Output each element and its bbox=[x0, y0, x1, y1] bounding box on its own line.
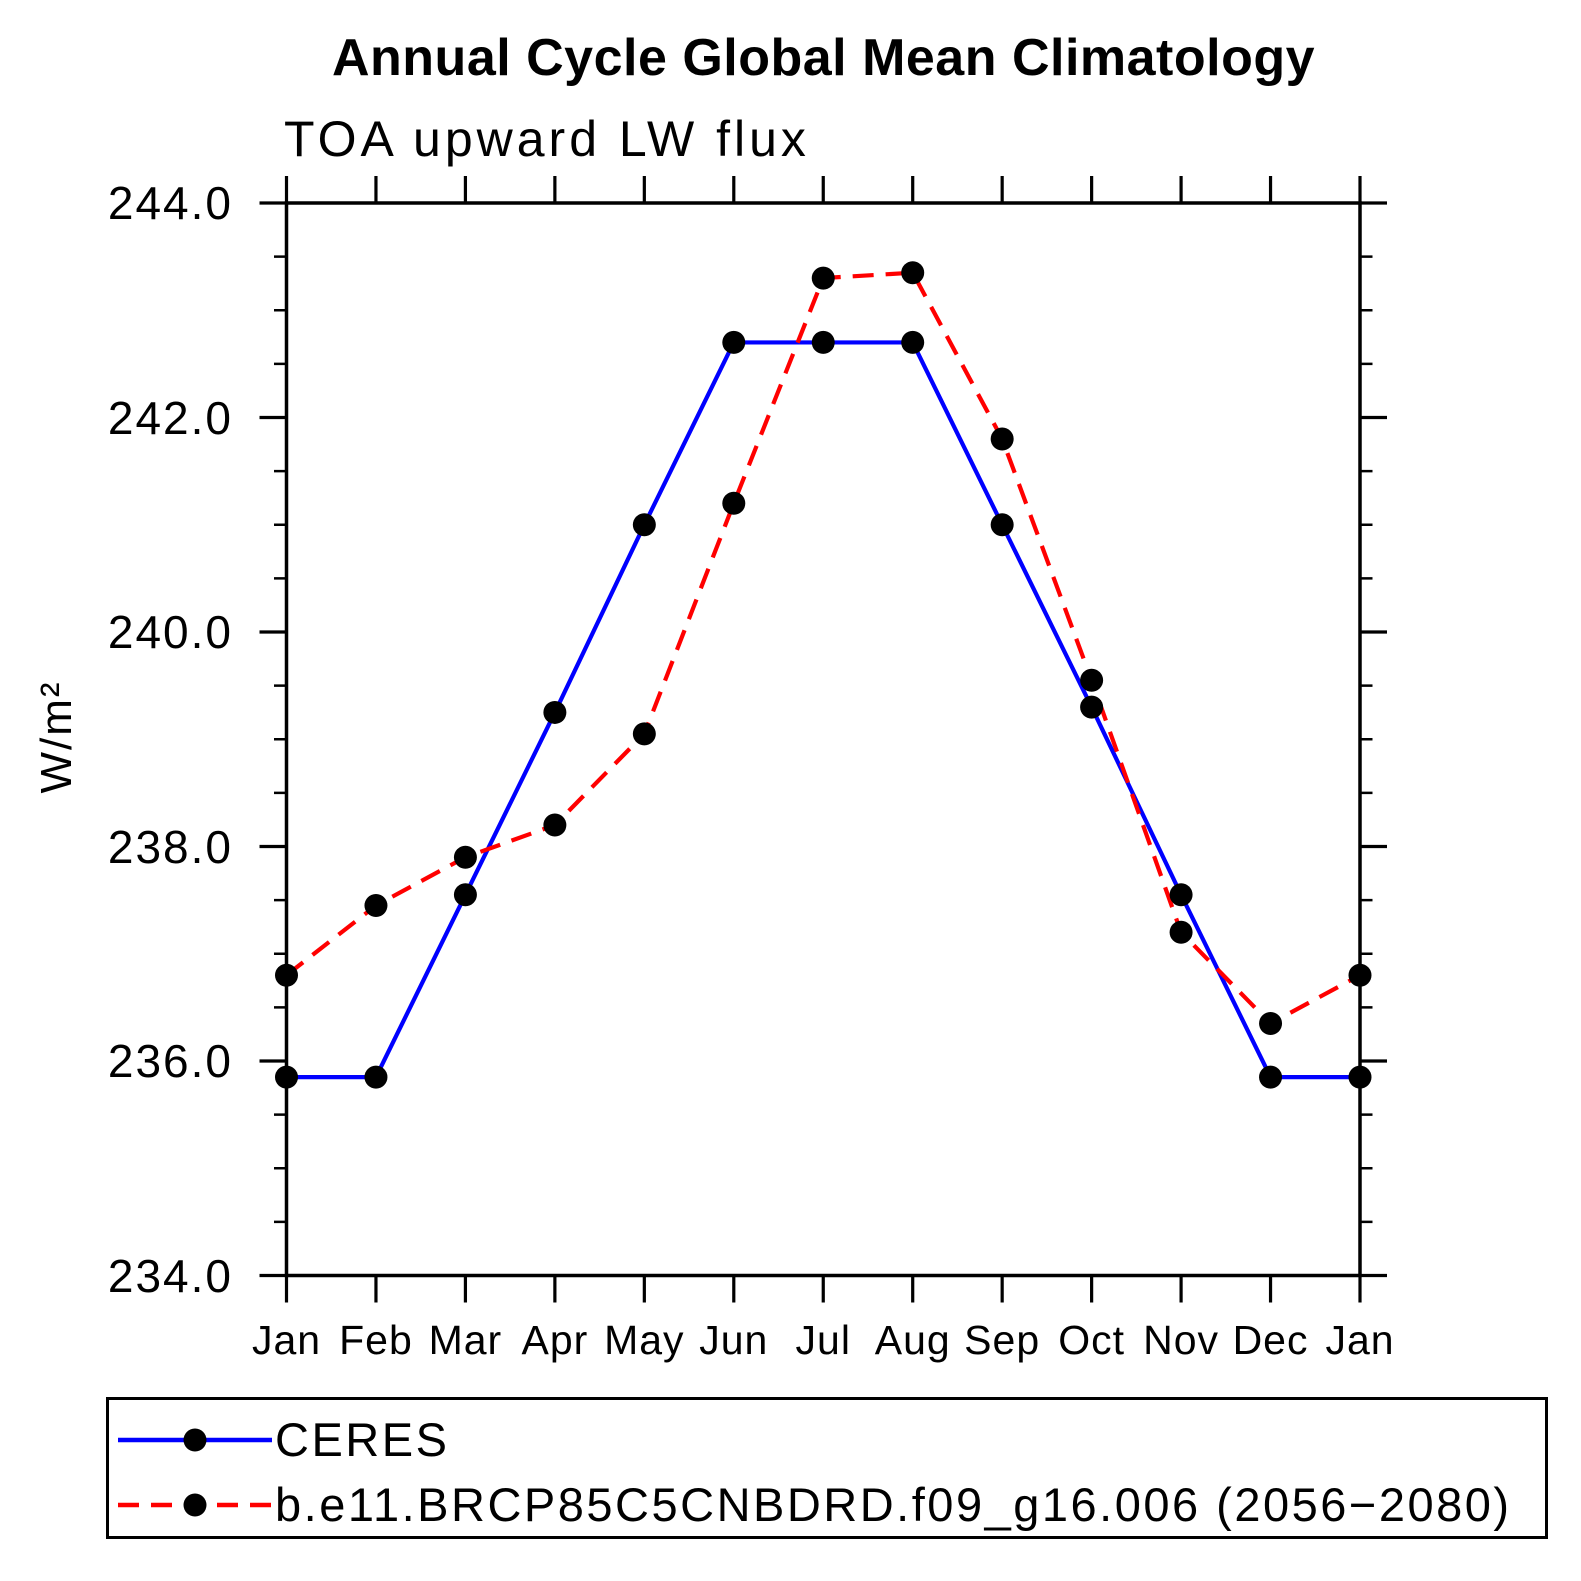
data-point-marker bbox=[901, 261, 925, 285]
plot-frame bbox=[284, 201, 1362, 1278]
y-tick-label: 238.0 bbox=[107, 820, 233, 873]
ceres-line-swatch bbox=[118, 1428, 272, 1452]
legend-label-ceres: CERES bbox=[275, 1413, 450, 1466]
data-point-marker bbox=[722, 330, 746, 354]
legend-item-ceres: CERES bbox=[115, 1413, 450, 1466]
data-point-marker bbox=[811, 266, 835, 290]
y-tick-label: 244.0 bbox=[107, 177, 233, 229]
model-swatch-marker bbox=[183, 1493, 207, 1517]
x-tick-label: Oct bbox=[1058, 1317, 1126, 1363]
data-point-marker bbox=[1169, 920, 1193, 944]
x-tick-label: Dec bbox=[1232, 1317, 1309, 1363]
x-tick-label: Jul bbox=[795, 1317, 851, 1363]
data-point-marker bbox=[632, 513, 656, 537]
y-tick-label: 240.0 bbox=[107, 606, 233, 658]
data-point-marker bbox=[453, 845, 477, 869]
x-tick-label: Jun bbox=[699, 1317, 769, 1363]
data-point-marker bbox=[1169, 883, 1193, 907]
data-point-marker bbox=[1259, 1011, 1283, 1035]
data-point-marker bbox=[901, 330, 925, 354]
x-tick-label: Mar bbox=[428, 1317, 503, 1363]
x-tick-label: Feb bbox=[339, 1317, 413, 1363]
ceres-swatch-marker bbox=[183, 1428, 207, 1452]
data-point-marker bbox=[722, 491, 746, 515]
data-point-marker bbox=[453, 883, 477, 907]
data-point-marker bbox=[990, 427, 1014, 451]
y-tick-label: 242.0 bbox=[107, 391, 233, 444]
data-point-marker bbox=[364, 1065, 388, 1089]
data-point-marker bbox=[1348, 963, 1372, 987]
x-tick-label: Sep bbox=[964, 1317, 1041, 1363]
x-tick-label: Jan bbox=[251, 1317, 322, 1363]
ceres-line bbox=[286, 340, 1360, 1080]
legend-box: CERES b.e11.BRCP85C5CNBDRD.f09_g16.006 (… bbox=[106, 1397, 1548, 1539]
data-point-marker bbox=[1080, 695, 1104, 719]
data-point-marker bbox=[543, 700, 567, 724]
chart-title: Annual Cycle Global Mean Climatology bbox=[331, 29, 1316, 87]
chart-subtitle: TOA upward LW flux bbox=[284, 111, 810, 167]
model-line-swatch bbox=[118, 1493, 272, 1517]
x-tick-label: Jan bbox=[1325, 1317, 1395, 1363]
y-tick-label: 236.0 bbox=[107, 1035, 233, 1087]
data-point-marker bbox=[275, 963, 298, 987]
x-tick-label: May bbox=[604, 1317, 685, 1363]
data-point-marker bbox=[1080, 668, 1104, 692]
model-line bbox=[285, 270, 1361, 1027]
data-point-marker bbox=[1348, 1065, 1372, 1089]
data-point-marker bbox=[811, 330, 835, 354]
legend-item-model: b.e11.BRCP85C5CNBDRD.f09_g16.006 (2056−2… bbox=[115, 1478, 1512, 1531]
data-point-marker bbox=[275, 1065, 298, 1089]
data-point-marker bbox=[990, 513, 1014, 537]
y-tick-label: 234.0 bbox=[107, 1249, 233, 1302]
x-tick-label: Aug bbox=[874, 1317, 951, 1363]
x-tick-label: Apr bbox=[521, 1317, 589, 1363]
data-point-marker bbox=[1259, 1065, 1283, 1089]
data-point-marker bbox=[364, 893, 388, 917]
data-point-marker bbox=[632, 722, 656, 746]
data-point-marker bbox=[543, 813, 567, 837]
legend-label-model: b.e11.BRCP85C5CNBDRD.f09_g16.006 (2056−2… bbox=[275, 1478, 1512, 1531]
x-tick-label: Nov bbox=[1143, 1317, 1220, 1363]
